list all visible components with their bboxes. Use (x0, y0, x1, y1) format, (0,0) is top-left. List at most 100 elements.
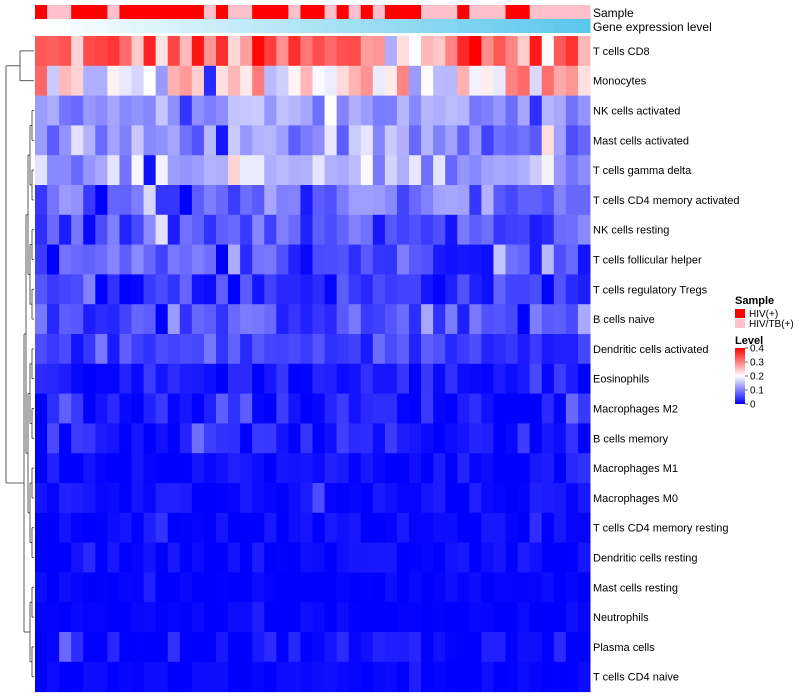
heatmap-cell (276, 125, 289, 156)
heatmap-cell (228, 125, 241, 156)
heatmap-cell (409, 304, 422, 335)
expression-annotation-cell (360, 19, 374, 33)
heatmap-cell (384, 244, 398, 275)
heatmap-cell (396, 244, 410, 275)
heatmap-cell (215, 512, 229, 544)
heatmap-cell (577, 36, 591, 67)
sample-annotation-cell (577, 5, 591, 19)
heatmap-cell (433, 95, 446, 126)
heatmap-cell (95, 363, 108, 395)
heatmap-cell (228, 602, 241, 633)
heatmap-cell (228, 185, 241, 216)
heatmap-cell (276, 512, 289, 544)
heatmap-cell (457, 423, 470, 454)
heatmap-cell (240, 334, 253, 365)
heatmap-cell (71, 36, 84, 67)
sample-annotation-cell (433, 5, 446, 19)
heatmap-cell (348, 334, 362, 365)
heatmap-cell (276, 632, 289, 663)
heatmap-cell (312, 334, 326, 365)
sample-annotation-cell (215, 5, 229, 19)
row-label: Macrophages M2 (593, 404, 678, 416)
heatmap-cell (240, 95, 253, 126)
heatmap-cell (457, 334, 470, 365)
heatmap-cell (300, 155, 313, 186)
heatmap-cell (541, 65, 555, 97)
heatmap-cell (517, 393, 531, 424)
heatmap-cell (517, 214, 531, 246)
heatmap-cell (517, 572, 531, 603)
heatmap-cell (143, 125, 157, 156)
heatmap-cell (565, 125, 579, 156)
heatmap-cell (252, 542, 265, 573)
heatmap-cell (167, 423, 181, 454)
heatmap-cell (203, 214, 217, 246)
heatmap-cell (565, 185, 579, 216)
heatmap-cell (83, 393, 96, 424)
heatmap-cell (252, 363, 265, 395)
heatmap-cell (445, 632, 458, 663)
heatmap-cell (35, 36, 48, 67)
heatmap-cell (409, 632, 422, 663)
heatmap-cell (167, 95, 181, 126)
row-label: NK cells resting (593, 225, 669, 237)
heatmap-cell (409, 65, 422, 97)
heatmap-cell (577, 572, 591, 603)
heatmap-cell (276, 423, 289, 454)
heatmap-cell (143, 363, 157, 395)
heatmap-cell (493, 632, 507, 663)
heatmap-cell (553, 512, 567, 544)
heatmap-cell (553, 602, 567, 633)
heatmap-cell (372, 661, 386, 693)
sample-annotation-cell (47, 5, 60, 19)
heatmap-cell (95, 572, 108, 603)
level-tick-label: 0.3 (750, 358, 764, 369)
heatmap-cell (421, 304, 434, 335)
heatmap-cell (131, 363, 145, 395)
heatmap-cell (83, 572, 96, 603)
heatmap-cell (384, 542, 398, 573)
heatmap-cell (433, 423, 446, 454)
heatmap-cell (252, 125, 265, 156)
heatmap-cell (240, 512, 253, 544)
heatmap-cell (71, 393, 84, 424)
heatmap-cell (445, 512, 458, 544)
heatmap-cell (505, 185, 519, 216)
heatmap-cell (517, 274, 531, 305)
heatmap-cell (384, 334, 398, 365)
heatmap-cell (179, 453, 193, 484)
heatmap-cell (469, 483, 482, 514)
heatmap-cell (59, 423, 72, 454)
heatmap-cell (433, 453, 446, 484)
heatmap-cell (264, 483, 277, 514)
heatmap-cell (300, 632, 313, 663)
heatmap-cell (228, 423, 241, 454)
heatmap-cell (264, 512, 277, 544)
heatmap-cell (179, 125, 193, 156)
sample-annotation-cell (469, 5, 482, 19)
heatmap-cell (95, 214, 108, 246)
heatmap-cell (71, 304, 84, 335)
heatmap-cell (396, 393, 410, 424)
heatmap-cell (35, 214, 48, 246)
expression-annotation-cell (252, 19, 265, 33)
heatmap-cell (324, 95, 338, 126)
heatmap-cell (191, 36, 205, 67)
heatmap-cell (191, 393, 205, 424)
heatmap-cell (288, 542, 301, 573)
heatmap-cell (131, 36, 145, 67)
heatmap-cell (59, 393, 72, 424)
heatmap-cell (83, 125, 96, 156)
heatmap-cell (324, 393, 338, 424)
legend-swatch-hivtb (735, 319, 745, 328)
heatmap-cell (300, 125, 313, 156)
heatmap-cell (47, 453, 60, 484)
heatmap-cell (107, 214, 120, 246)
heatmap-cell (35, 483, 48, 514)
heatmap-cell (300, 36, 313, 67)
heatmap-cell (300, 542, 313, 573)
heatmap-cell (493, 36, 507, 67)
heatmap-cell (143, 155, 157, 186)
expression-annotation-cell (215, 19, 229, 33)
heatmap-cell (71, 423, 84, 454)
